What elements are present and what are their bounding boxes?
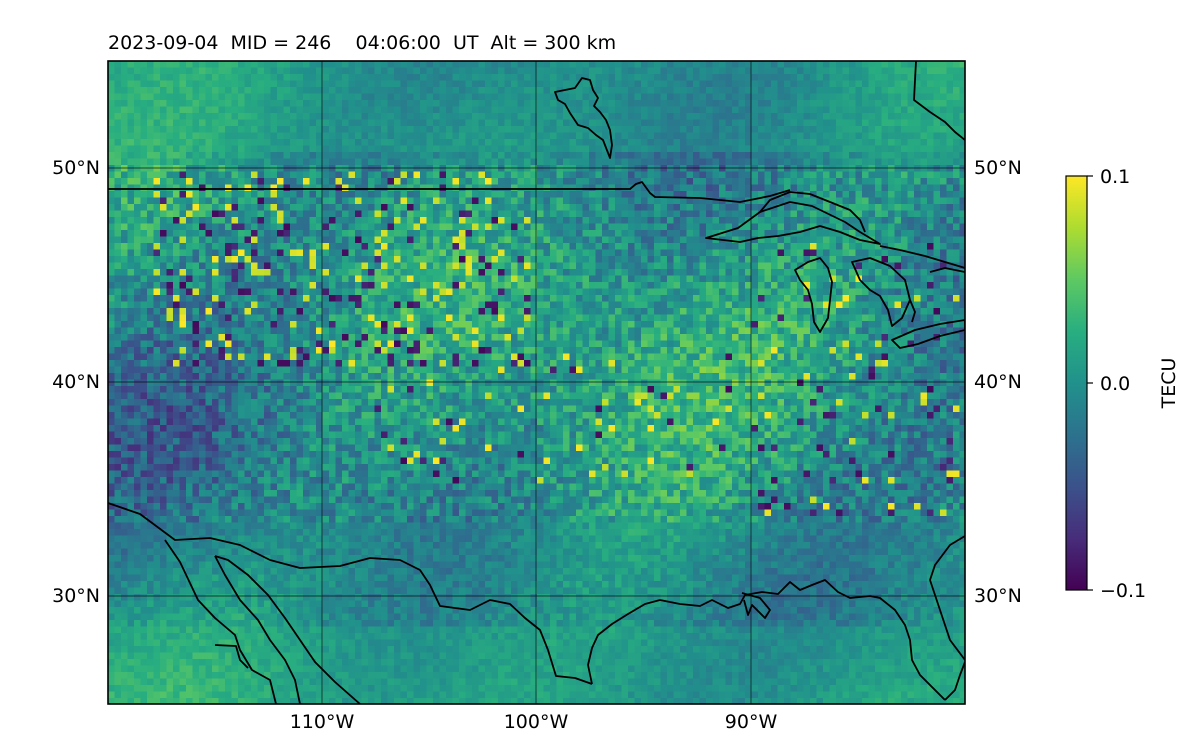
y-tick-labels-left: 50°N 40°N 30°N	[52, 157, 100, 607]
x-tick-labels: 110°W 100°W 90°W	[290, 711, 778, 733]
colorbar: 0.1 0.0 −0.1 TECU	[1065, 166, 1180, 602]
colorbar-tick-label: 0.0	[1100, 373, 1130, 395]
us-canada-border	[108, 181, 791, 203]
colorbar-gradient	[1065, 175, 1088, 591]
hudson-bay-coast	[554, 77, 613, 159]
map-title: 2023-09-04 MID = 246 04:06:00 UT Alt = 3…	[108, 32, 616, 54]
lake-michigan	[794, 257, 833, 333]
northeast-coast	[913, 61, 965, 141]
gulf-coast	[108, 502, 593, 685]
colorbar-tick-label: −0.1	[1100, 580, 1146, 602]
east-coast	[929, 535, 965, 661]
map-frame	[107, 60, 966, 705]
y-tick-label: 50°N	[974, 157, 1022, 179]
x-tick-label: 90°W	[725, 711, 778, 733]
lake-huron	[851, 257, 911, 327]
y-tick-label: 40°N	[974, 371, 1022, 393]
y-tick-label: 30°N	[974, 585, 1022, 607]
mexico-pacific-coast	[164, 539, 277, 704]
x-tick-label: 100°W	[504, 711, 569, 733]
x-tick-label: 110°W	[290, 711, 355, 733]
map-panel	[107, 60, 966, 705]
lake-superior	[705, 201, 881, 245]
y-tick-label: 30°N	[52, 585, 100, 607]
y-tick-label: 50°N	[52, 157, 100, 179]
coastlines	[108, 61, 965, 704]
colorbar-label: TECU	[1158, 358, 1180, 410]
y-tick-label: 40°N	[52, 371, 100, 393]
gridlines	[108, 61, 965, 704]
colorbar-tick-label: 0.1	[1100, 166, 1130, 188]
lake-ontario	[929, 267, 965, 273]
tec-heatmap	[108, 61, 965, 704]
lake-erie	[891, 319, 965, 349]
y-tick-labels-right: 50°N 40°N 30°N	[974, 157, 1022, 607]
